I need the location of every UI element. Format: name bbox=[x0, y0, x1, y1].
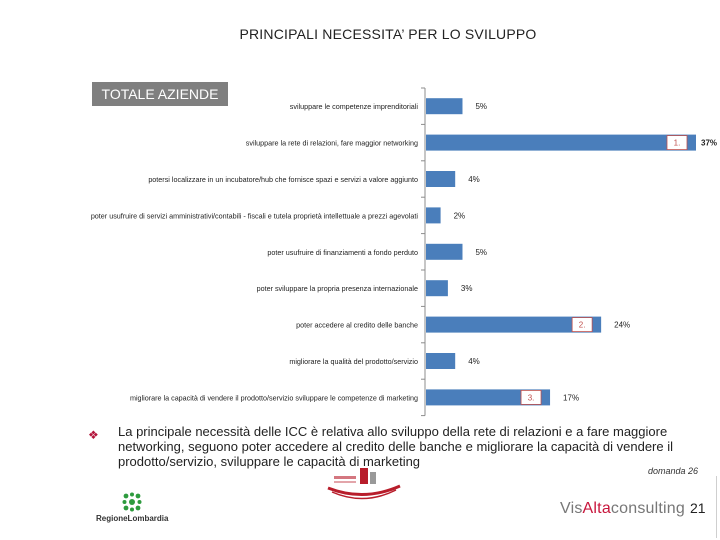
logo-part-vis: Vis bbox=[560, 500, 583, 517]
bar bbox=[426, 316, 602, 333]
data-label: 37% bbox=[701, 139, 717, 148]
category-label: poter accedere al credito delle banche bbox=[296, 321, 418, 330]
category-label: sviluppare la rete di relazioni, fare ma… bbox=[246, 139, 418, 148]
bar bbox=[426, 353, 456, 369]
logo-part-alta: Alta bbox=[582, 500, 611, 517]
data-label: 24% bbox=[614, 321, 630, 330]
page-title: PRINCIPALI NECESSITA’ PER LO SVILUPPO bbox=[239, 26, 537, 42]
logo-part-consulting: consulting bbox=[610, 500, 685, 517]
bar-chart: sviluppare le competenze imprenditoriali… bbox=[91, 87, 717, 417]
bar bbox=[426, 280, 448, 297]
rank-box bbox=[571, 317, 593, 333]
visalta-consulting-logo: VisAltaconsulting bbox=[560, 500, 685, 518]
partner-emblem-icon bbox=[327, 468, 401, 500]
summary-note: La principale necessità delle ICC è rela… bbox=[118, 424, 674, 469]
data-label: 5% bbox=[475, 102, 487, 111]
regione-lombardia-label: RegioneLombardia bbox=[96, 514, 169, 523]
category-label: poter usufruire di servizi amministrativ… bbox=[91, 211, 419, 220]
data-label: 3% bbox=[461, 284, 473, 293]
data-label: 5% bbox=[475, 248, 487, 257]
rank-box bbox=[666, 135, 688, 151]
rank-label: 1. bbox=[674, 139, 681, 148]
bar bbox=[426, 243, 463, 260]
rank-label: 3. bbox=[528, 393, 535, 402]
page-number: 21 bbox=[690, 500, 706, 516]
rank-box bbox=[520, 389, 542, 405]
category-label: poter usufruire di finanziamenti a fondo… bbox=[267, 248, 418, 257]
data-label: 2% bbox=[454, 211, 466, 220]
question-reference: domanda 26 bbox=[648, 466, 699, 476]
category-label: potersi localizzare in un incubatore/hub… bbox=[148, 175, 418, 184]
data-label: 4% bbox=[468, 357, 480, 366]
data-label: 17% bbox=[563, 393, 579, 402]
regione-lombardia-logo: RegioneLombardia bbox=[96, 492, 176, 532]
bar bbox=[426, 207, 441, 224]
category-label: migliorare la qualità del prodotto/servi… bbox=[289, 357, 418, 366]
bar bbox=[426, 171, 456, 187]
partner-logo bbox=[324, 462, 404, 502]
category-label: sviluppare le competenze imprenditoriali bbox=[290, 102, 419, 111]
bar bbox=[426, 389, 551, 406]
data-label: 4% bbox=[468, 175, 480, 184]
rosa-camuna-icon bbox=[122, 492, 142, 512]
bar bbox=[426, 98, 463, 115]
footer-divider bbox=[716, 476, 717, 538]
bar bbox=[426, 134, 696, 151]
category-label: migliorare la capacità di vendere il pro… bbox=[130, 393, 418, 402]
bullet-diamond-icon: ❖ bbox=[88, 428, 99, 442]
rank-label: 2. bbox=[579, 321, 586, 330]
segment-badge: TOTALE AZIENDE bbox=[92, 82, 228, 106]
category-label: poter sviluppare la propria presenza int… bbox=[257, 284, 418, 293]
